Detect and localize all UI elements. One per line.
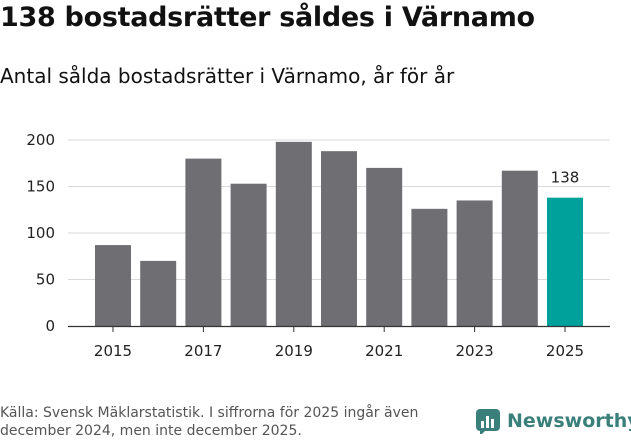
y-tick-label-50: 50 [36,271,55,289]
data-label-2025: 138 [551,169,580,187]
bar-2025 [547,197,583,326]
bar-2020 [321,151,357,326]
chart-subtitle: Antal sålda bostadsrätter i Värnamo, år … [0,64,455,88]
y-tick-label-150: 150 [26,178,55,196]
source-note: Källa: Svensk Mäklarstatistik. I siffror… [0,405,419,439]
bar-2017 [185,158,222,326]
bar-2016 [140,260,177,326]
bar-2019 [275,141,312,326]
x-tick-label-2017: 2017 [184,342,222,360]
newsworthy-logo-icon [476,409,500,434]
bar-2018 [230,183,267,326]
x-tick-label-2015: 2015 [94,342,132,360]
x-tick-label-2023: 2023 [456,342,494,360]
y-tick-label-200: 200 [26,131,55,149]
chart-title: 138 bostadsrätter såldes i Värnamo [0,2,535,33]
y-tick-label-100: 100 [26,224,55,242]
logo-text: Newsworthy [507,410,631,432]
y-tick-label-0: 0 [45,317,55,335]
x-tick-label-2019: 2019 [275,342,313,360]
bar-2023 [456,200,493,326]
bar-2015 [95,245,131,326]
bar-2021 [366,167,403,326]
x-tick-label-2025: 2025 [546,342,584,360]
newsworthy-logo: Newsworthy [475,408,631,434]
bar-2022 [411,208,448,326]
bar-2024 [501,170,538,326]
x-tick-label-2021: 2021 [365,342,403,360]
